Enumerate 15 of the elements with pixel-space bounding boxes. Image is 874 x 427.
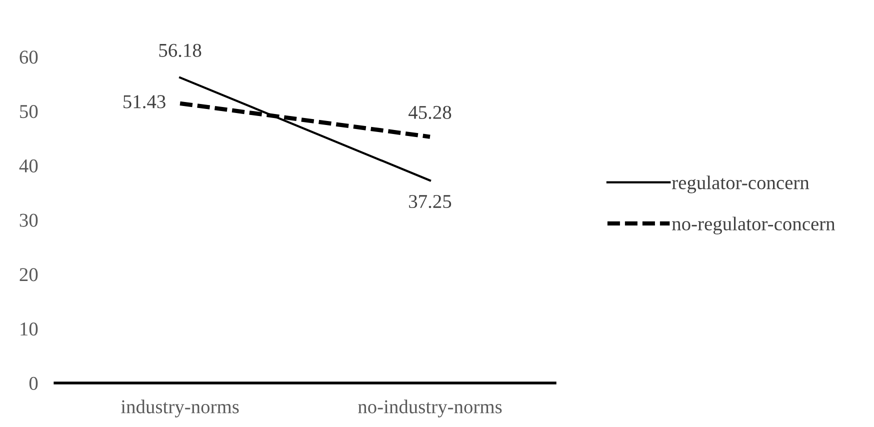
y-tick-label: 40 <box>19 159 38 172</box>
data-label: 56.18 <box>159 44 202 58</box>
legend-label: regulator-concern <box>672 176 810 194</box>
y-tick-label: 0 <box>29 376 38 390</box>
y-tick-label: 50 <box>20 104 38 118</box>
x-tick-label: no-industry-norms <box>358 400 502 418</box>
x-tick-label: industry-norms <box>121 400 239 418</box>
y-tick-label: 10 <box>20 322 38 336</box>
data-label: 37.25 <box>409 194 452 208</box>
y-tick-label: 60 <box>20 50 38 64</box>
data-label: 51.43 <box>124 95 166 108</box>
y-tick-label: 30 <box>20 214 38 227</box>
legend-label: no-regulator-concern <box>672 216 836 234</box>
data-label: 45.28 <box>408 106 452 120</box>
y-tick-label: 20 <box>20 268 38 282</box>
